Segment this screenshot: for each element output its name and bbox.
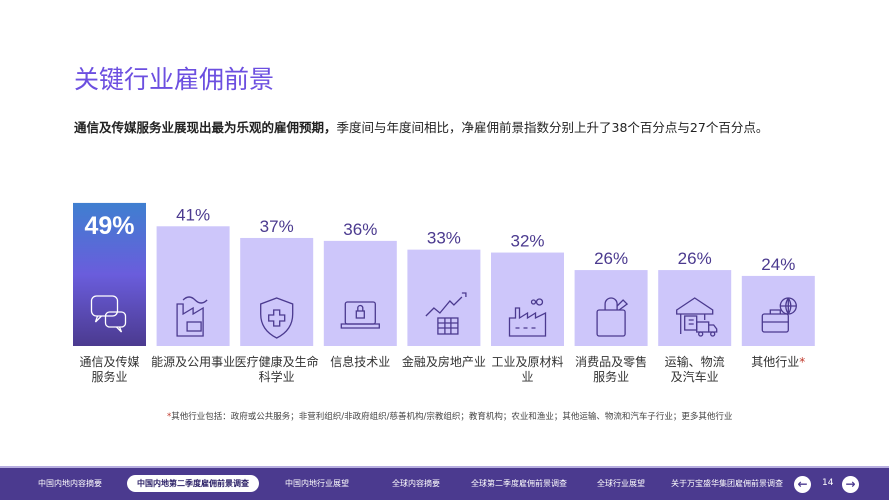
data-label: 26% [678,249,712,268]
nav-global-q2-survey[interactable]: 全球第二季度雇佣前景调查 [471,479,567,488]
data-label: 41% [176,205,210,224]
bar-chart: 49% 41% 37% 36% 33% 32% 26% 26% 24% [73,202,815,346]
category-label: 医疗健康及生命 科学业 [232,355,322,385]
bar [741,275,815,346]
subtitle: 通信及传媒服务业展现出最为乐观的雇佣预期，季度间与年度间相比，净雇佣前景指数分别… [74,117,768,136]
nav-global-industry[interactable]: 全球行业展望 [597,479,645,488]
bar [240,237,314,346]
bar [574,270,648,346]
category-label-line: 消费品及零售 [575,355,648,369]
shopping-bag-icon [596,297,629,337]
laptop-lock-icon [340,301,380,329]
bar [491,252,564,346]
subtitle-rest: 季度间与年度间相比，净雇佣前景指数分别上升了38个百分点与27个百分点。 [336,120,769,135]
nav-china-summary[interactable]: 中国内地内容摘要 [38,479,102,488]
category-label-line: 科学业 [258,370,295,384]
page-number: 14 [822,478,834,488]
data-label: 32% [510,232,544,251]
category-label-line: 医疗健康及生命 [234,355,319,369]
subtitle-bold: 通信及传媒服务业展现出最为乐观的雇佣预期， [74,120,337,135]
nav-china-q2-survey[interactable]: 中国内地第二季度雇佣前景调查 [127,475,259,492]
data-label: 49% [84,212,134,240]
bar [73,202,146,346]
category-label-line: 其他行业* [751,355,806,369]
category-label-line: 通信及传媒 [79,355,140,369]
bottom-nav: 中国内地内容摘要 中国内地第二季度雇佣前景调查 中国内地行业展望 全球内容摘要 … [0,466,889,500]
category-label-line: 服务业 [593,370,630,384]
category-label: 通信及传媒 服务业 [65,355,155,385]
data-label: 26% [594,249,628,268]
data-label: 33% [427,229,461,248]
category-label-line: 工业及原材料 [491,355,564,369]
factory-icon [508,298,547,337]
footnote-text: 其他行业包括：政府或公共服务；非营利组织/非政府组织/慈善机构/宗教组织；教育机… [171,412,733,422]
data-label: 36% [343,220,377,239]
category-label-line: 能源及公用事业 [151,355,236,369]
category-label-line: 金融及房地产业 [401,355,486,369]
bar [323,240,397,346]
data-label: 24% [761,255,795,274]
nav-about[interactable]: 关于万宝盛华集团雇佣前景调查 [671,479,783,488]
briefcase-globe-icon [761,297,797,333]
shield-cross-icon [260,297,294,339]
footnote: *其他行业包括：政府或公共服务；非营利组织/非政府组织/慈善机构/宗教组织；教育… [167,410,732,422]
page-title: 关键行业雇佣前景 [74,65,275,94]
category-label: 信息技术业 [315,355,405,370]
prev-arrow-icon[interactable]: ← [794,476,811,493]
category-label: 工业及原材料业 [483,355,573,385]
chart-growth-icon [425,292,467,335]
bar [658,270,732,346]
category-label: 能源及公用事业 [148,355,238,370]
category-label-line: 服务业 [91,370,128,384]
factory-battery-icon [176,296,208,337]
category-label: 金融及房地产业 [399,355,489,370]
category-label: 运输、物流 及汽车业 [650,355,740,385]
category-label-line: 信息技术业 [330,355,391,369]
chat-bubbles-icon [90,295,127,333]
data-label: 37% [260,217,294,236]
bar [407,249,481,346]
warehouse-truck-icon [676,297,718,337]
footnote-star: * [167,412,172,422]
category-label-line: 及汽车业 [670,370,719,384]
category-label: 其他行业* [733,355,823,370]
category-label: 消费品及零售 服务业 [566,355,656,385]
bar [156,226,230,346]
nav-china-industry[interactable]: 中国内地行业展望 [285,479,349,488]
category-label-line: 运输、物流 [664,355,725,369]
nav-global-summary[interactable]: 全球内容摘要 [392,479,440,488]
category-label-line: 业 [521,370,534,384]
next-arrow-icon[interactable]: → [842,476,859,493]
